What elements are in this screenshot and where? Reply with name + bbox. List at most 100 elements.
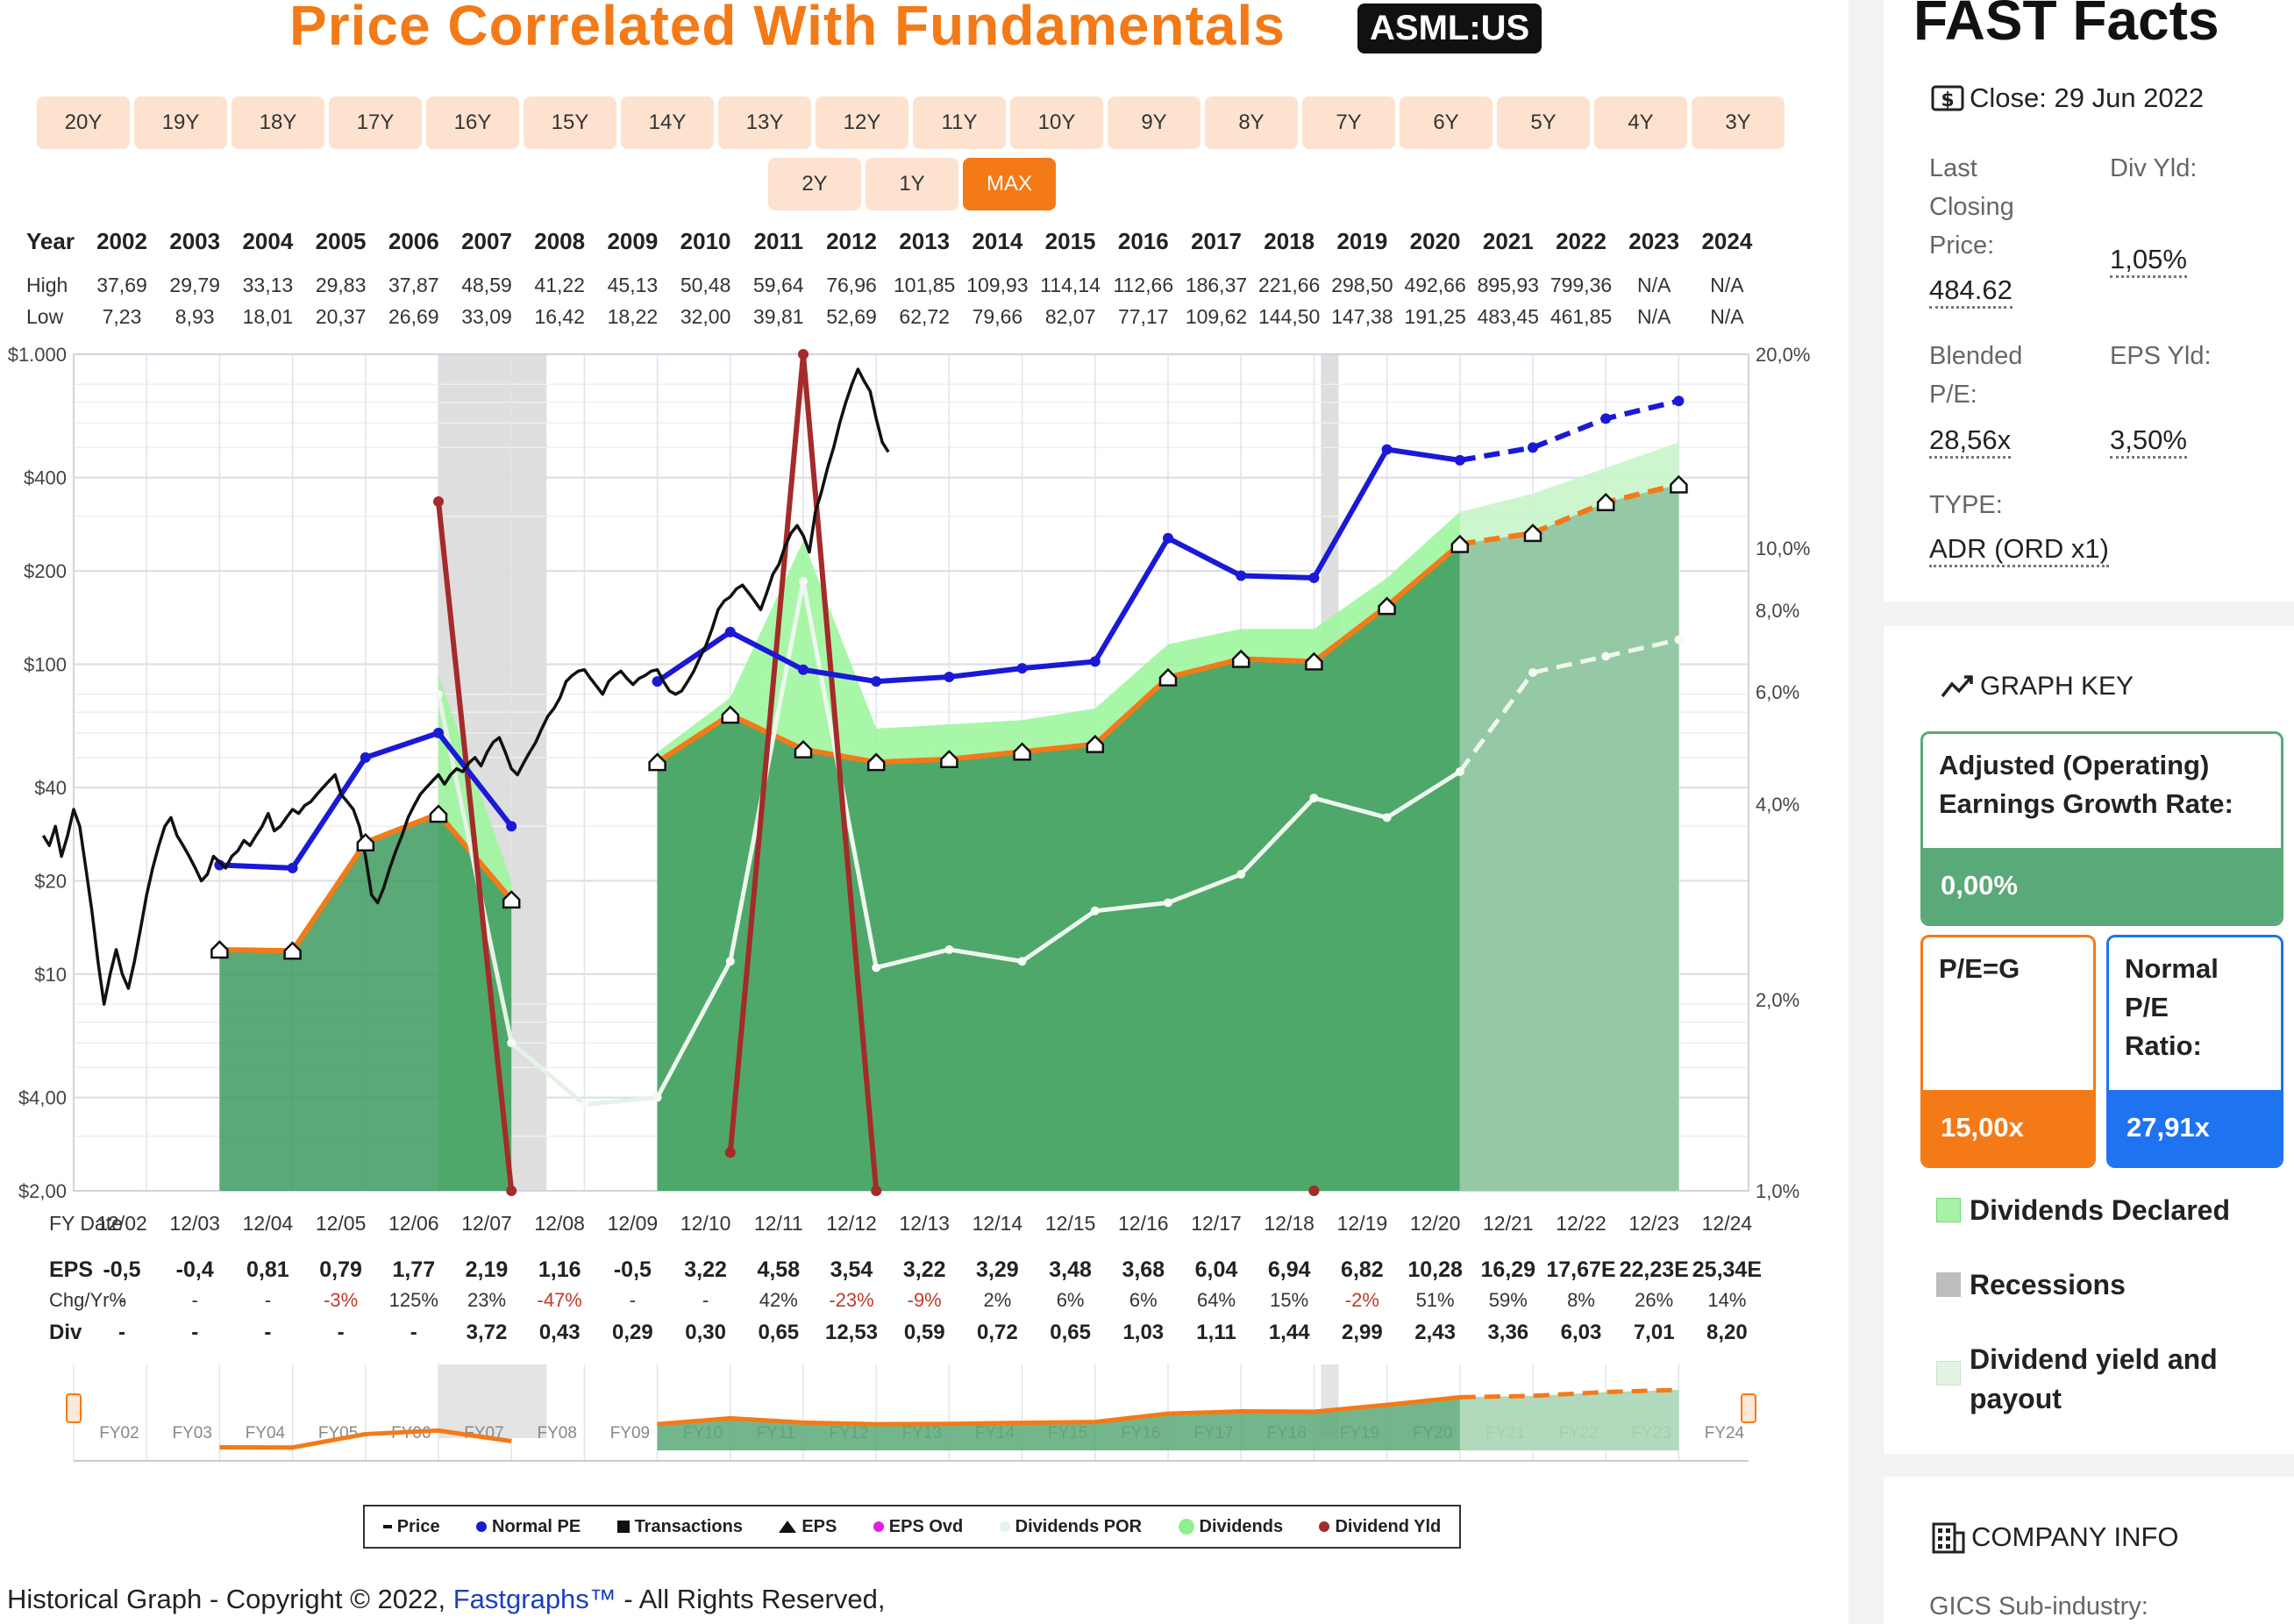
legend-transactions[interactable]: Transactions [616,1517,743,1537]
fast-facts-sidebar: FAST Facts $ Close: 29 Jun 2022 Last Clo… [1849,0,2294,1624]
chg-cell-7: - [629,1289,637,1311]
low-cell-7: 18,22 [607,305,659,328]
year-cell-7: 2009 [607,228,659,254]
blended-pe-value[interactable]: 28,56x [1929,424,2012,459]
peg-key: P/E=G 15,00x [1920,935,2096,1168]
range-button-7y[interactable]: 7Y [1302,96,1395,149]
npe-value: 27,91x [2109,1090,2281,1165]
eps-cell-14: 3,68 [1122,1257,1165,1282]
div-por-point-6 [872,963,881,972]
range-button-12y[interactable]: 12Y [816,96,908,149]
range-button-3y[interactable]: 3Y [1692,96,1785,149]
graph-key-label: GRAPH KEY [1980,672,2134,701]
range-button-9y[interactable]: 9Y [1108,96,1200,149]
copyright-text: Historical Graph - Copyright © 2022, Fas… [7,1584,885,1615]
legend-eps[interactable]: EPS [779,1517,837,1537]
eps-cell-21: 22,23E [1619,1257,1689,1282]
year-cell-12: 2014 [972,228,1023,254]
div-cell-19: 3,36 [1487,1321,1529,1344]
normal-pe-point-2 [360,751,371,763]
year-cell-9: 2011 [753,228,803,254]
legend-normal-pe-label: Normal PE [492,1516,581,1536]
range-button-20y[interactable]: 20Y [37,96,130,149]
blue-dot-icon [476,1521,488,1532]
legend-price-label: Price [396,1516,440,1536]
range-button-10y[interactable]: 10Y [1010,96,1103,149]
low-cell-5: 33,09 [461,305,512,328]
range-button-2y[interactable]: 2Y [768,158,861,210]
range-button-18y[interactable]: 18Y [232,96,324,149]
y-left-tick-6: $200 [24,560,67,582]
div-por-point-10 [1164,898,1172,908]
fy-date-cell-2: 12/04 [242,1212,294,1235]
chg-cell-6: -47% [537,1289,582,1311]
legend-normal-pe[interactable]: Normal PE [476,1517,581,1537]
fy-date-cell-16: 12/18 [1264,1212,1314,1235]
range-button-1y[interactable]: 1Y [866,158,958,210]
high-cell-0: 37,69 [96,274,147,296]
range-button-15y[interactable]: 15Y [524,96,616,149]
company-info-title: COMPANY INFO [1931,1521,2179,1554]
type-value[interactable]: ADR (ORD x1) [1929,533,2109,567]
eps-marker-8 [866,752,886,772]
eps-cell-7: -0,5 [613,1257,652,1282]
normal-pe-point-7 [798,664,809,675]
y-left-tick-0: $2,00 [18,1180,67,1202]
legend-div-yld[interactable]: Dividend Yld [1319,1517,1441,1537]
range-button-13y[interactable]: 13Y [718,96,811,149]
npe-label: Normal P/E Ratio: [2125,953,2219,1061]
nav-handle-right[interactable] [1741,1393,1756,1423]
chg-cell-14: 6% [1129,1289,1158,1311]
normal-pe-point-6 [724,626,736,637]
range-button-19y[interactable]: 19Y [134,96,227,149]
normal-pe-point-3 [433,727,444,738]
fy-date-cell-12: 12/14 [972,1212,1023,1235]
div-por-point-0 [434,689,443,699]
legend-price[interactable]: Price [382,1516,440,1537]
div-por-point-8 [1017,957,1027,966]
gray-swatch [1936,1272,1961,1297]
last-closing-value[interactable]: 484.62 [1929,274,2013,309]
graph-key-title: GRAPH KEY [1940,672,2134,702]
div-cell-10: 12,53 [824,1321,879,1344]
range-button-11y[interactable]: 11Y [913,96,1006,149]
peg-label: P/E=G [1939,953,2020,984]
range-button-8y[interactable]: 8Y [1205,96,1298,149]
fastgraphs-link[interactable]: Fastgraphs™ [452,1584,616,1614]
eps-marker-12 [1158,667,1178,687]
key-recessions: Recessions [1936,1265,2126,1305]
chart-legend: Price Normal PE Transactions EPS EPS Ovd… [363,1505,1461,1549]
nav-handle-left[interactable] [66,1393,82,1423]
normal-pe-point-12 [1163,532,1173,544]
eps-marker-14 [1305,652,1323,671]
chg-cell-0: - [118,1289,125,1311]
chg-cell-19: 59% [1488,1289,1528,1311]
range-button-5y[interactable]: 5Y [1497,96,1590,149]
div-yld-value[interactable]: 1,05% [2110,244,2187,278]
div-cell-1: - [191,1321,199,1344]
low-cell-14: 77,17 [1118,305,1169,328]
eps-yld-value[interactable]: 3,50% [2110,424,2187,459]
range-navigator[interactable]: FY02FY03FY04FY05FY06FY07FY08FY09FY10FY11… [0,1359,1842,1464]
eps-marker-2 [356,832,375,852]
eps-cell-15: 6,04 [1194,1257,1238,1282]
range-button-4y[interactable]: 4Y [1594,96,1687,149]
div-cell-21: 7,01 [1633,1321,1675,1344]
range-button-6y[interactable]: 6Y [1400,96,1493,149]
eps-cell-2: 0,81 [246,1257,289,1282]
y-right-tick-0: 1,0% [1756,1180,1799,1202]
range-button-17y[interactable]: 17Y [329,96,422,149]
legend-div-yld-label: Dividend Yld [1335,1516,1442,1536]
legend-eps-ovd[interactable]: EPS Ovd [873,1517,963,1537]
range-button-max[interactable]: MAX [963,158,1056,210]
price-fundamentals-chart[interactable]: $2,00 $4,00 $10 $20 $40 $100 $200 $400 $1.000 1,0… [0,333,1842,1219]
year-cell-0: 2002 [96,228,147,254]
legend-div-por[interactable]: Dividends POR [999,1517,1142,1537]
range-button-14y[interactable]: 14Y [621,96,714,149]
high-cell-1: 29,79 [169,274,220,296]
div-cell-16: 1,44 [1268,1321,1310,1344]
range-button-16y[interactable]: 16Y [426,96,519,149]
eps-marker-4 [502,890,521,909]
money-icon: $ [1931,85,1964,111]
legend-dividends[interactable]: Dividends [1178,1517,1283,1537]
